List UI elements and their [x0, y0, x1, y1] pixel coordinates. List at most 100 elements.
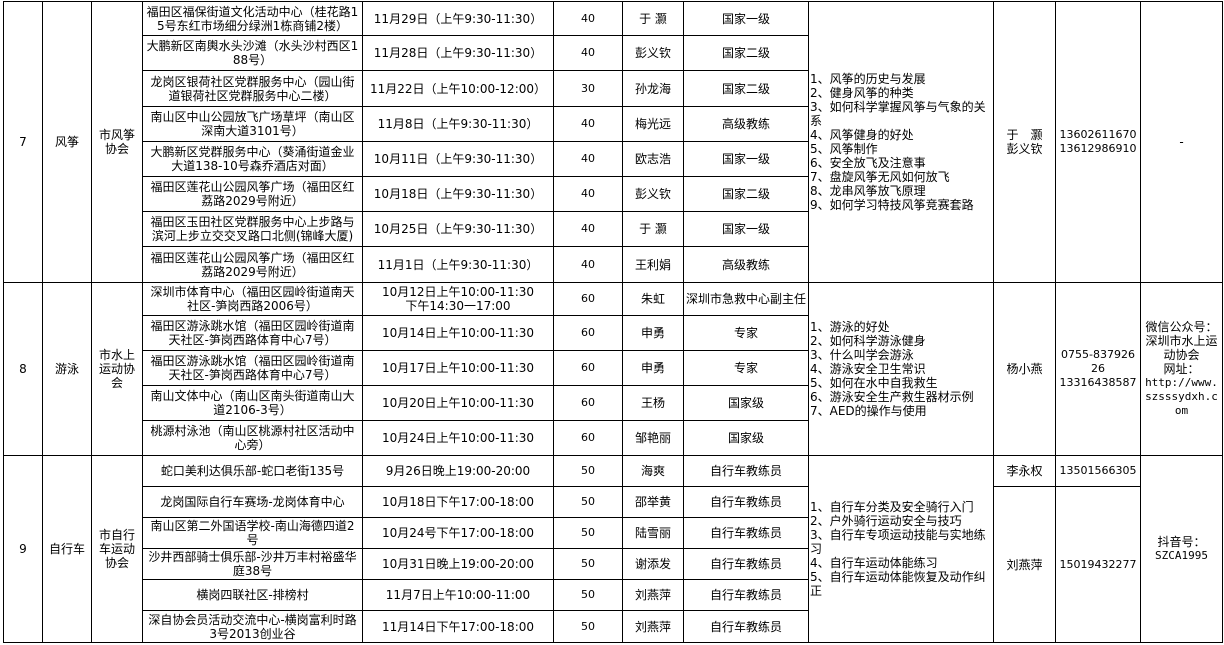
content-item: 2、户外骑行运动安全与技巧	[810, 514, 962, 528]
session-capacity: 50	[553, 610, 623, 643]
table-row: 大鹏新区党群服务中心（葵涌街道金业大道138-10号森乔酒店对面） 10月11日（…	[4, 141, 1223, 177]
sport-name: 风筝	[42, 1, 92, 283]
table-row: 龙岗国际自行车赛场-龙岗体育中心 10月18日下午17:00-18:00 50 邵举黄…	[4, 486, 1223, 643]
session-location: 福田区福保街道文化活动中心（桂花路15号东红市场细分绿洲1栋商铺2楼）	[142, 1, 363, 36]
table-row: 福田区玉田社区党群服务中心上步路与滨河上步立交交叉路口北侧(锦峰大厦) 10月25…	[4, 211, 1223, 247]
training-content: 1、风筝的历史与发展 2、健身风筝的种类 3、如何科学掌握风筝与气象的关系 4、风筝健…	[808, 1, 994, 283]
content-item: 2、如何科学游泳健身	[810, 334, 926, 348]
session-instructor: 刘燕萍	[622, 579, 684, 611]
content-item: 7、盘旋风筝无风如何放飞	[810, 170, 950, 184]
session-location: 福田区玉田社区党群服务中心上步路与滨河上步立交交叉路口北侧(锦峰大厦)	[142, 211, 363, 247]
organizer: 市风筝协会	[91, 1, 143, 283]
contact-phone: 13602611670 13612986910	[1055, 1, 1141, 283]
remarks: 抖音号： SZCA1995	[1140, 455, 1223, 643]
content-item: 2、健身风筝的种类	[810, 86, 914, 100]
session-capacity: 40	[553, 1, 623, 36]
session-level: 国家二级	[683, 35, 809, 71]
remark-text: 网址：	[1163, 362, 1200, 376]
session-time: 11月7日上午10:00-11:00	[362, 579, 554, 611]
content-item: 6、游泳安全生产救生器材示例	[810, 390, 974, 404]
session-location: 福田区游泳跳水馆（福田区园岭街道南天社区-笋岗西路体育中心7号）	[142, 350, 363, 386]
contact-phone: 15019432277	[1055, 486, 1141, 643]
session-level: 高级教练	[683, 106, 809, 142]
content-item: 4、自行车运动体能练习	[810, 556, 938, 570]
session-instructor: 彭义钦	[622, 176, 684, 212]
session-level: 国家二级	[683, 70, 809, 107]
session-capacity: 50	[553, 455, 623, 487]
training-content: 1、游泳的好处 2、如何科学游泳健身 3、什么叫学会游泳 4、游泳安全卫生常识 5、如何…	[808, 282, 994, 456]
table-row: 桃源村泳池（南山区桃源村社区活动中心旁） 10月24日上午10:00-11:30 6…	[4, 420, 1223, 456]
row-number: 7	[3, 1, 43, 283]
session-level: 国家一级	[683, 141, 809, 177]
training-schedule-table: 7 风筝 市风筝协会 福田区福保街道文化活动中心（桂花路15号东红市场细分绿洲1栋商铺…	[3, 1, 1223, 643]
session-location: 南山区第二外国语学校-南山海德四道2号	[142, 517, 363, 549]
row-number: 8	[3, 282, 43, 456]
remark-text: SZCA1995	[1155, 549, 1208, 562]
table-row: 龙岗区银荷社区党群服务中心（园山街道银荷社区党群服务中心二楼） 11月22日（上午…	[4, 70, 1223, 107]
content-item: 3、自行车专项运动技能与实地练习	[810, 528, 986, 556]
session-level: 国家一级	[683, 1, 809, 36]
training-content: 1、自行车分类及安全骑行入门 2、户外骑行运动安全与技巧 3、自行车专项运动技能与实…	[808, 455, 994, 643]
session-time: 10月24日上午10:00-11:30	[362, 420, 554, 456]
session-level: 自行车教练员	[683, 517, 809, 549]
session-capacity: 50	[553, 548, 623, 580]
table-row: 大鹏新区南輿水头沙滩（水头沙村西区188号） 11月28日（上午9:30-11:3…	[4, 35, 1223, 71]
session-time: 10月20日上午10:00-11:30	[362, 385, 554, 421]
session-capacity: 60	[553, 282, 623, 316]
session-location: 横岗四联社区-排榜村	[142, 579, 363, 611]
website-link[interactable]: http://www.szsssydxh.com	[1145, 376, 1218, 417]
session-time: 10月24号下午17:00-18:00	[362, 517, 554, 549]
session-time: 11月22日（上午10:00-12:00）	[362, 70, 554, 107]
table-row: 沙井西部骑士俱乐部-沙井万丰村裕盛华庭38号 10月31日晚上19:00-20:0…	[4, 548, 1223, 580]
session-instructor: 刘燕萍	[622, 610, 684, 643]
session-level: 自行车教练员	[683, 610, 809, 643]
session-instructor: 孙龙海	[622, 70, 684, 107]
table-row: 7 风筝 市风筝协会 福田区福保街道文化活动中心（桂花路15号东红市场细分绿洲1栋商铺…	[3, 1, 1223, 283]
table-row: 福田区游泳跳水馆（福田区园岭街道南天社区-笋岗西路体育中心7号） 10月14日上午…	[4, 315, 1223, 351]
session-location: 沙井西部骑士俱乐部-沙井万丰村裕盛华庭38号	[142, 548, 363, 580]
table-row: 8 游泳 市水上运动协会 深圳市体育中心（福田区园岭街道南天社区-笋岗西路2006号）…	[3, 282, 1223, 456]
session-time: 10月14日上午10:00-11:30	[362, 315, 554, 351]
session-location: 大鹏新区党群服务中心（葵涌街道金业大道138-10号森乔酒店对面）	[142, 141, 363, 177]
session-instructor: 申勇	[622, 315, 684, 351]
session-time: 10月18日下午17:00-18:00	[362, 486, 554, 518]
content-item: 8、龙串风筝放飞原理	[810, 184, 926, 198]
session-level: 国家级	[683, 420, 809, 456]
session-instructor: 朱虹	[622, 282, 684, 316]
session-instructor: 邵举黄	[622, 486, 684, 518]
session-level: 自行车教练员	[683, 548, 809, 580]
session-location: 福田区莲花山公园风筝广场（福田区红荔路2029号附近）	[142, 246, 363, 283]
session-location: 福田区莲花山公园风筝广场（福田区红荔路2029号附近）	[142, 176, 363, 212]
content-item: 3、如何科学掌握风筝与气象的关系	[810, 100, 986, 128]
session-capacity: 60	[553, 420, 623, 456]
session-time: 11月29日（上午9:30-11:30）	[362, 1, 554, 36]
remark-text: -	[1179, 135, 1184, 149]
sport-name: 游泳	[42, 282, 92, 456]
contact-phone: 0755-83792626 13316438587	[1055, 282, 1141, 456]
session-location: 南山区中山公园放飞广场草坪（南山区深南大道3101号）	[142, 106, 363, 142]
content-item: 5、如何在水中自我救生	[810, 376, 938, 390]
session-time: 11月1日（上午9:30-11:30）	[362, 246, 554, 283]
content-item: 9、如何学习特技风筝竞赛套路	[810, 198, 974, 212]
session-location: 龙岗国际自行车赛场-龙岗体育中心	[142, 486, 363, 518]
session-instructor: 陆雪丽	[622, 517, 684, 549]
table-row: 9 自行车 市自行车运动协会 蛇口美利达俱乐部-蛇口老街135号 9月26日晚上19:0…	[3, 455, 1223, 643]
table-row: 南山区中山公园放飞广场草坪（南山区深南大道3101号） 11月8日（上午9:30-…	[4, 106, 1223, 142]
organizer: 市水上运动协会	[91, 282, 143, 456]
session-instructor: 于 灏	[622, 211, 684, 247]
session-location: 深圳市体育中心（福田区园岭街道南天社区-笋岗西路2006号）	[142, 282, 363, 316]
session-instructor: 申勇	[622, 350, 684, 386]
contact-name: 于 灏 彭义钦	[993, 1, 1056, 283]
session-capacity: 30	[553, 70, 623, 107]
content-item: 7、AED的操作与使用	[810, 404, 927, 418]
table-row: 南山文体中心（南山区南头街道南山大道2106-3号） 10月20日上午10:00-…	[4, 385, 1223, 421]
session-time: 11月14日下午17:00-18:00	[362, 610, 554, 643]
remarks: -	[1140, 1, 1223, 283]
session-capacity: 40	[553, 106, 623, 142]
organizer: 市自行车运动协会	[91, 455, 143, 643]
session-level: 深圳市急救中心副主任	[683, 282, 809, 316]
session-level: 自行车教练员	[683, 455, 809, 487]
table-row: 南山区第二外国语学校-南山海德四道2号 10月24号下午17:00-18:00 50…	[4, 517, 1223, 549]
contact-name: 刘燕萍	[993, 486, 1056, 643]
contact-phone: 13501566305	[1055, 455, 1141, 487]
